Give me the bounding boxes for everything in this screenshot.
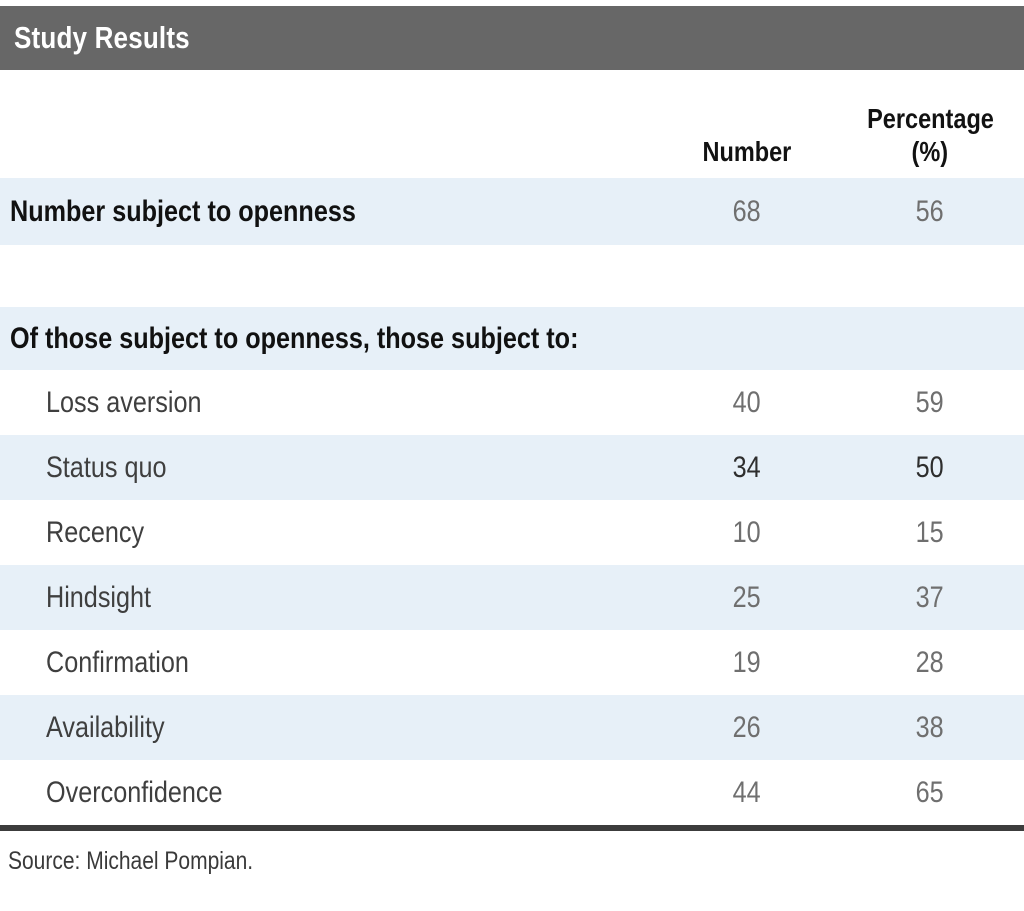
row-label: Status quo <box>46 450 167 484</box>
row-label-cell: Loss aversion <box>0 386 654 420</box>
row-number-value: 19 <box>732 645 761 679</box>
row-number-value: 26 <box>732 710 761 744</box>
row-number-cell: 34 <box>654 451 839 485</box>
source-line: Source: Michael Pompian. <box>0 831 1024 876</box>
row-number-cell: 19 <box>654 646 839 680</box>
row-percentage-value: 15 <box>915 515 945 549</box>
row-label: Overconfidence <box>46 775 223 809</box>
blank-spacer-row <box>0 245 1024 307</box>
row-label: Hindsight <box>46 580 152 614</box>
row-number-cell: 68 <box>654 195 839 229</box>
row-number-value: 68 <box>732 194 761 228</box>
table-row: Hindsight 25 37 <box>0 565 1024 630</box>
row-number-cell: 44 <box>654 776 839 810</box>
row-percentage-cell: 65 <box>839 776 1021 810</box>
row-number-value: 44 <box>732 775 761 809</box>
table-row: Overconfidence 44 65 <box>0 760 1024 825</box>
row-percentage-cell: 50 <box>839 451 1021 485</box>
row-label: Recency <box>46 515 145 549</box>
row-number-value: 25 <box>732 580 761 614</box>
row-number-cell: 26 <box>654 711 839 745</box>
row-percentage-cell: 56 <box>839 195 1021 229</box>
table-row: Availability 26 38 <box>0 695 1024 760</box>
row-number-value: 10 <box>732 515 761 549</box>
source-text: Source: Michael Pompian. <box>8 847 254 875</box>
row-label-cell: Confirmation <box>0 646 654 680</box>
row-label-cell: Availability <box>0 711 654 745</box>
row-percentage-value: 37 <box>915 580 945 614</box>
section-header-label: Of those subject to openness, those subj… <box>10 321 579 355</box>
row-percentage-value: 28 <box>915 645 945 679</box>
row-label: Loss aversion <box>46 385 202 419</box>
section-header-label-cell: Of those subject to openness, those subj… <box>0 322 1024 356</box>
row-label-cell: Hindsight <box>0 581 654 615</box>
column-header-number-cell: Number <box>654 135 839 168</box>
row-number-value: 34 <box>732 450 761 484</box>
row-percentage-value: 65 <box>915 775 945 809</box>
row-label-cell: Overconfidence <box>0 776 654 810</box>
row-label-cell: Recency <box>0 516 654 550</box>
row-percentage-cell: 38 <box>839 711 1021 745</box>
row-label: Availability <box>46 710 165 744</box>
column-header-number: Number <box>702 136 791 167</box>
table-row: Confirmation 19 28 <box>0 630 1024 695</box>
table-row: Status quo 34 50 <box>0 435 1024 500</box>
table-section-header-row: Of those subject to openness, those subj… <box>0 307 1024 370</box>
row-percentage-value: 59 <box>915 385 945 419</box>
table-row: Loss aversion 40 59 <box>0 370 1024 435</box>
row-label: Confirmation <box>46 645 189 679</box>
table-row: Recency 10 15 <box>0 500 1024 565</box>
row-number-cell: 40 <box>654 386 839 420</box>
row-percentage-cell: 37 <box>839 581 1021 615</box>
row-label: Number subject to openness <box>10 194 356 228</box>
table-row-summary: Number subject to openness 68 56 <box>0 178 1024 245</box>
table-bottom-border <box>0 825 1024 831</box>
row-percentage-value: 38 <box>915 710 945 744</box>
row-percentage-cell: 15 <box>839 516 1021 550</box>
column-header-percentage-cell: Percentage (%) <box>839 102 1021 168</box>
table-title-bar: Study Results <box>0 6 1024 70</box>
row-percentage-cell: 28 <box>839 646 1021 680</box>
row-percentage-value: 50 <box>915 450 945 484</box>
table-title: Study Results <box>14 20 190 55</box>
row-number-cell: 25 <box>654 581 839 615</box>
column-header-percentage-line1: Percentage <box>866 103 994 134</box>
row-number-value: 40 <box>732 385 761 419</box>
column-header-row: Number Percentage (%) <box>0 70 1024 178</box>
row-percentage-cell: 59 <box>839 386 1021 420</box>
column-header-percentage-line2: (%) <box>911 136 949 167</box>
row-number-cell: 10 <box>654 516 839 550</box>
row-label-cell: Status quo <box>0 451 654 485</box>
row-percentage-value: 56 <box>915 194 945 228</box>
row-label-cell: Number subject to openness <box>0 195 654 229</box>
